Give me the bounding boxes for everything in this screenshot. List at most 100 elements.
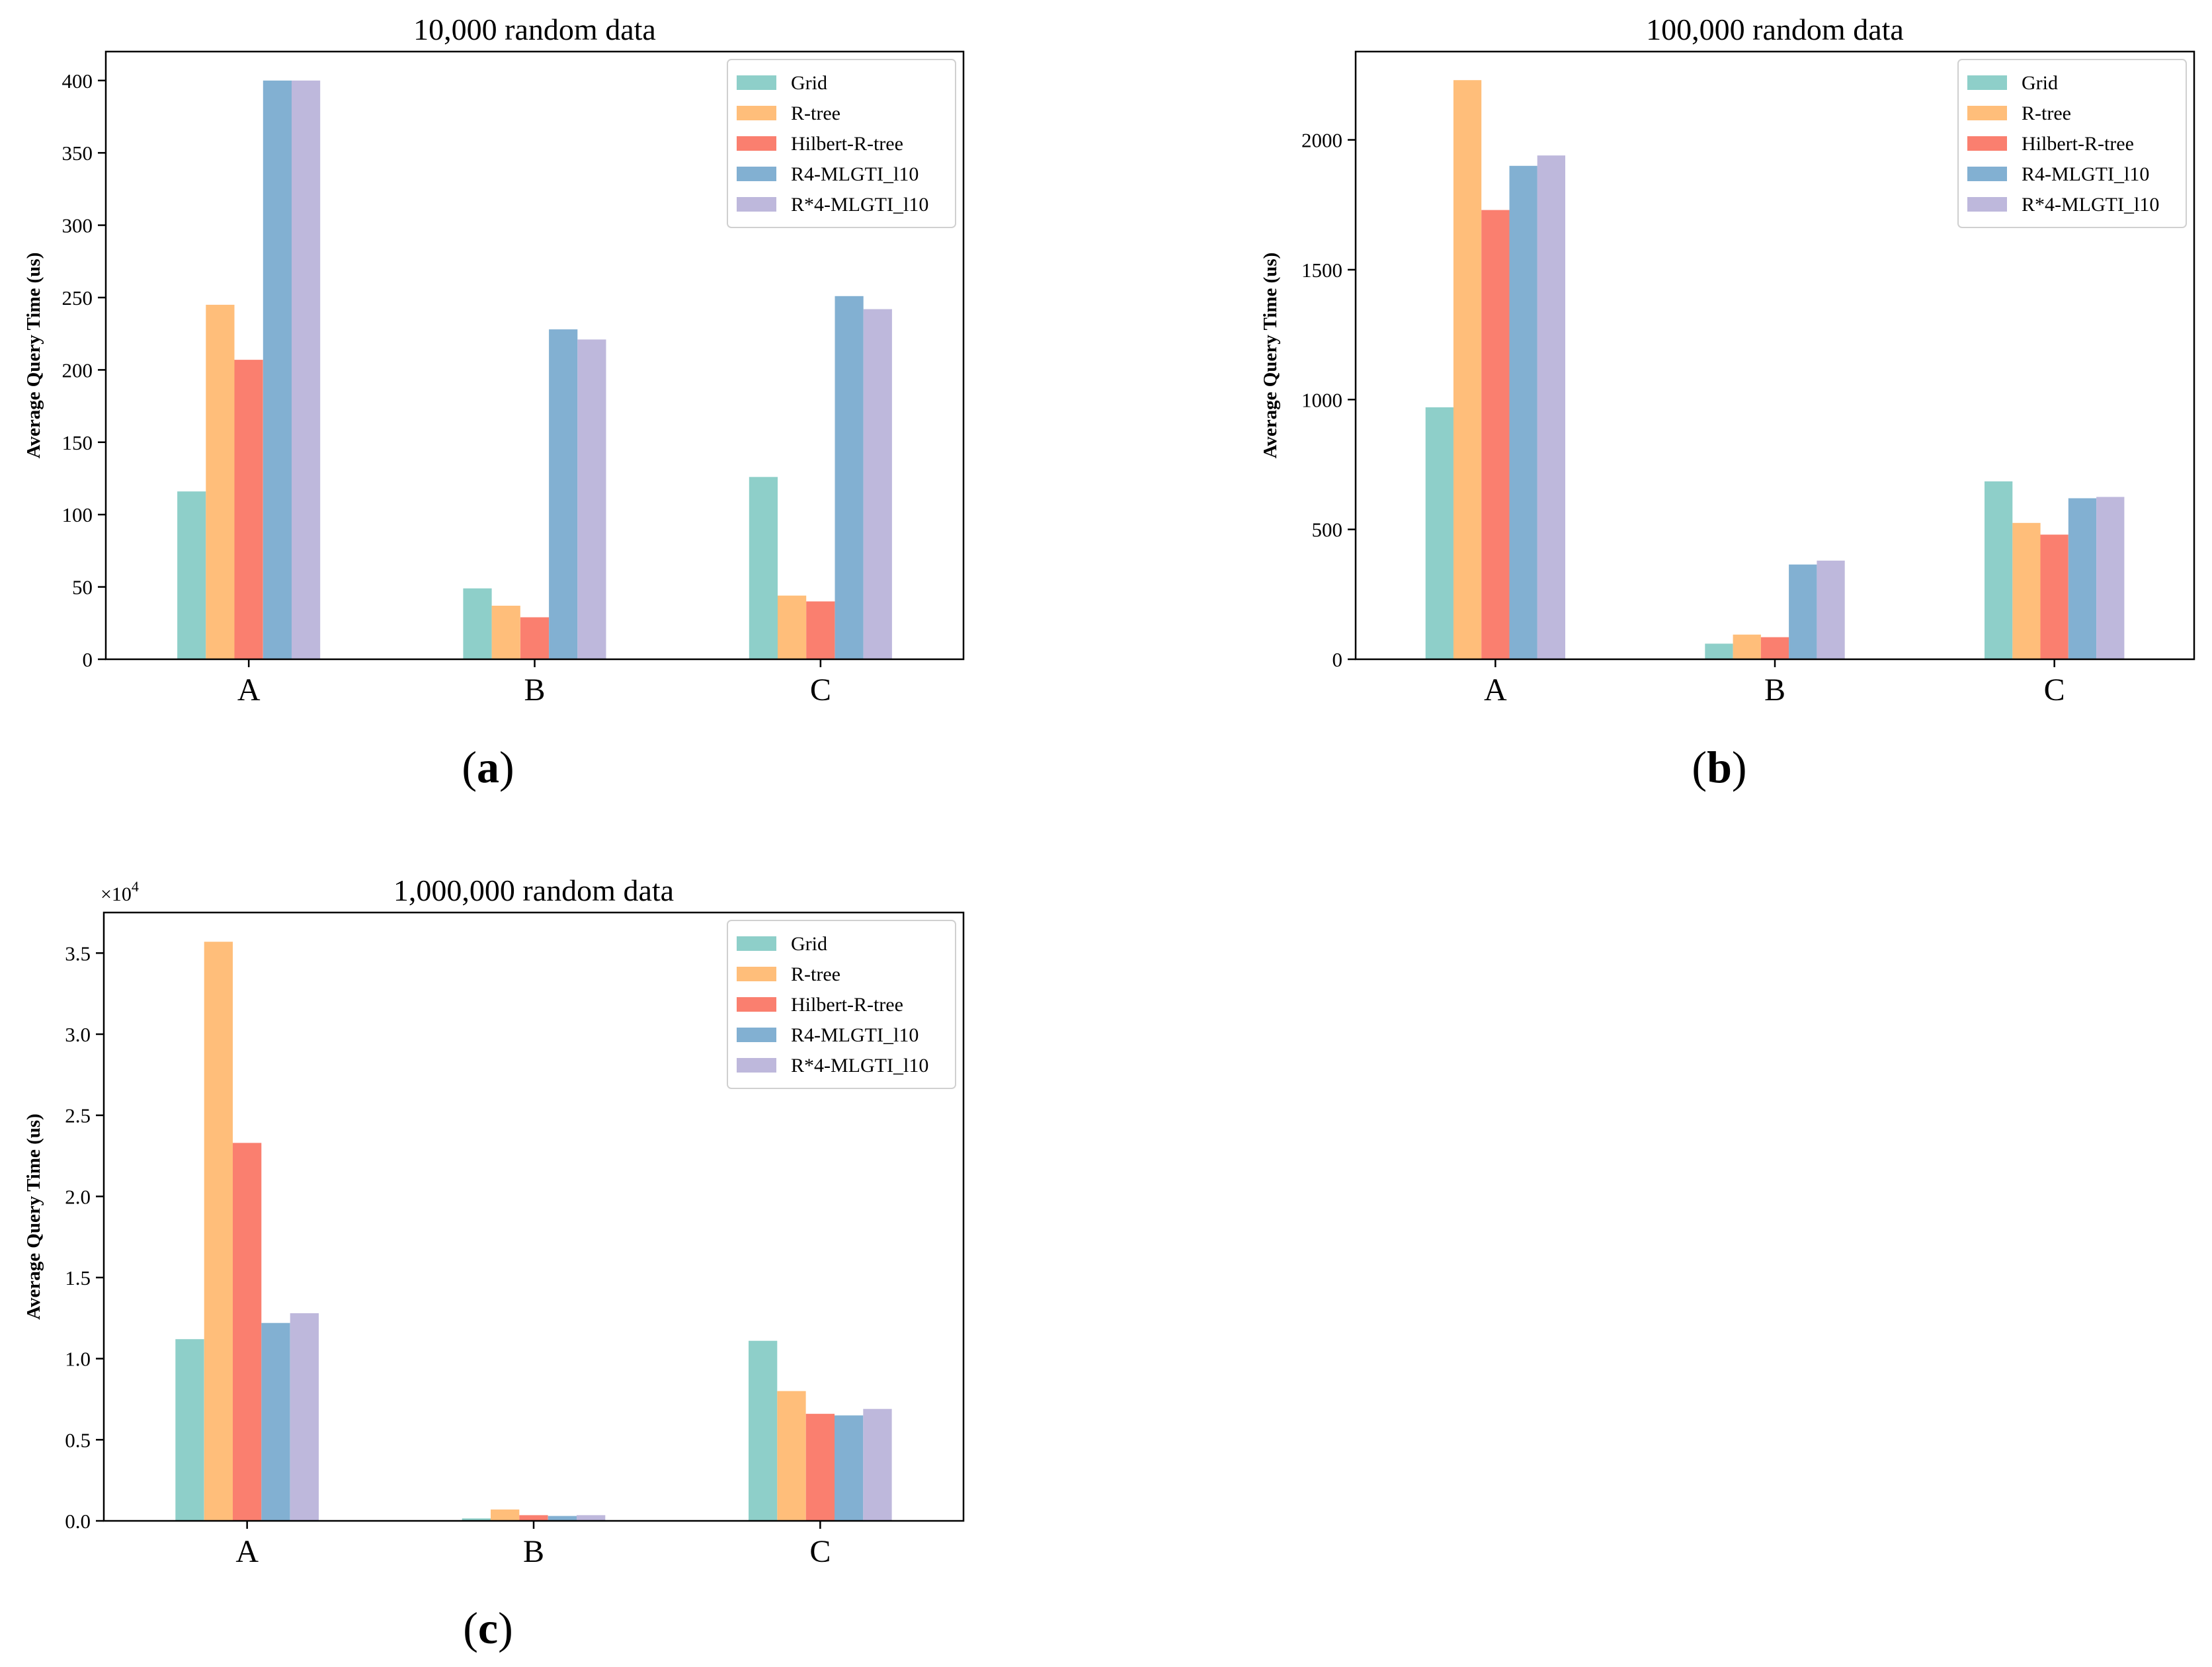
bar-r-tree-C bbox=[778, 595, 807, 659]
bar-r-tree-A bbox=[204, 942, 233, 1521]
y-tick-label: 350 bbox=[62, 142, 93, 165]
bar-hilbert-r-tree-B bbox=[1760, 637, 1789, 659]
bar-grid-B bbox=[463, 588, 492, 659]
bar-hilbert-r-tree-B bbox=[520, 617, 550, 659]
y-tick-label: 250 bbox=[62, 286, 93, 309]
legend-label: R-tree bbox=[791, 963, 840, 985]
bar-r-tree-A bbox=[206, 304, 235, 659]
legend-swatch bbox=[737, 75, 776, 90]
bar-r-4-mlgti-l10-A bbox=[292, 80, 321, 660]
y-tick-label: 2000 bbox=[1301, 129, 1342, 152]
bar-r4-mlgti-l10-C bbox=[2068, 498, 2097, 659]
legend-label: Hilbert-R-tree bbox=[2022, 133, 2134, 155]
legend-label: R4-MLGTI_l10 bbox=[791, 163, 919, 185]
bar-r4-mlgti-l10-B bbox=[549, 329, 578, 659]
legend-label: R*4-MLGTI_l10 bbox=[2022, 194, 2159, 216]
bar-r-tree-C bbox=[2012, 522, 2041, 659]
legend-swatch bbox=[737, 997, 776, 1012]
bar-r4-mlgti-l10-B bbox=[1789, 564, 1817, 659]
legend-swatch bbox=[737, 136, 776, 151]
x-tick-label: B bbox=[523, 1534, 544, 1569]
y-axis-label: Average Query Time (us) bbox=[23, 1114, 44, 1320]
legend-label: Grid bbox=[791, 72, 827, 94]
legend-swatch bbox=[1967, 136, 2007, 151]
legend-swatch bbox=[1967, 167, 2007, 181]
y-tick-label: 200 bbox=[62, 358, 93, 382]
bar-grid-B bbox=[1705, 643, 1733, 659]
bar-grid-A bbox=[1425, 407, 1454, 659]
bar-r4-mlgti-l10-C bbox=[835, 296, 864, 659]
y-tick-label: 1.0 bbox=[65, 1348, 91, 1371]
bar-r-4-mlgti-l10-B bbox=[577, 1515, 606, 1521]
x-tick-label: B bbox=[1764, 672, 1785, 708]
y-tick-label: 3.0 bbox=[65, 1023, 91, 1046]
x-tick-label: A bbox=[1484, 672, 1507, 708]
panel-label-c: (c) bbox=[463, 1603, 513, 1653]
x-tick-label: A bbox=[235, 1534, 259, 1569]
bar-r-4-mlgti-l10-C bbox=[863, 1408, 892, 1521]
y-tick-label: 2.5 bbox=[65, 1104, 91, 1127]
y-tick-label: 100 bbox=[62, 503, 93, 526]
bar-grid-B bbox=[462, 1518, 491, 1521]
legend-label: Hilbert-R-tree bbox=[791, 994, 903, 1016]
bar-r-tree-B bbox=[491, 606, 520, 659]
bar-hilbert-r-tree-C bbox=[2040, 534, 2069, 659]
y-tick-label: 0 bbox=[1332, 648, 1343, 671]
legend-label: Grid bbox=[2022, 72, 2058, 94]
y-tick-label: 50 bbox=[72, 576, 93, 599]
bar-grid-C bbox=[749, 1340, 778, 1521]
panel-label-b: (b) bbox=[1692, 742, 1746, 792]
legend-swatch bbox=[737, 197, 776, 212]
bar-hilbert-r-tree-A bbox=[234, 360, 263, 659]
bar-r-tree-B bbox=[1733, 634, 1761, 659]
bar-hilbert-r-tree-C bbox=[806, 601, 835, 659]
legend-box bbox=[727, 59, 956, 228]
legend-label: Grid bbox=[791, 933, 827, 955]
bar-hilbert-r-tree-A bbox=[1481, 210, 1510, 660]
legend-label: R4-MLGTI_l10 bbox=[791, 1024, 919, 1046]
legend-swatch bbox=[737, 1058, 776, 1073]
y-tick-label: 0 bbox=[83, 648, 93, 671]
legend-swatch bbox=[737, 936, 776, 951]
y-tick-label: 400 bbox=[62, 69, 93, 93]
axes-frame bbox=[104, 50, 965, 661]
bar-grid-C bbox=[1985, 481, 2013, 659]
bar-r-4-mlgti-l10-C bbox=[863, 309, 892, 659]
bar-grid-A bbox=[177, 491, 206, 659]
bar-r-4-mlgti-l10-A bbox=[290, 1313, 319, 1521]
legend-label: R-tree bbox=[2022, 102, 2071, 124]
y-tick-label: 0.5 bbox=[65, 1428, 91, 1451]
chart-title: 1,000,000 random data bbox=[393, 874, 674, 907]
axes-frame bbox=[1354, 50, 2195, 661]
y-tick-label: 1000 bbox=[1301, 388, 1342, 411]
bar-hilbert-r-tree-A bbox=[233, 1143, 262, 1521]
bar-r-4-mlgti-l10-A bbox=[1537, 155, 1565, 660]
offset-label: ×104 bbox=[101, 878, 139, 905]
y-tick-label: 300 bbox=[62, 214, 93, 237]
bar-r-4-mlgti-l10-C bbox=[2096, 497, 2125, 659]
bar-r4-mlgti-l10-A bbox=[261, 1322, 290, 1521]
legend-swatch bbox=[1967, 106, 2007, 120]
bar-r-4-mlgti-l10-B bbox=[577, 339, 606, 659]
chart-1m: 1,000,000 random data 0.0 0.5 1.0 1.5 2.0 2.5 3… bbox=[23, 874, 965, 1569]
legend-swatch bbox=[737, 967, 776, 981]
bar-hilbert-r-tree-C bbox=[805, 1414, 835, 1521]
chart-title: 10,000 random data bbox=[413, 13, 656, 46]
x-tick-label: A bbox=[237, 672, 261, 708]
x-tick-label: C bbox=[810, 672, 831, 708]
legend-swatch bbox=[737, 1028, 776, 1042]
bar-r-4-mlgti-l10-B bbox=[1817, 560, 1845, 659]
x-tick-label: C bbox=[809, 1534, 831, 1569]
legend-swatch bbox=[737, 167, 776, 181]
legend-box bbox=[1957, 59, 2187, 228]
chart-title: 100,000 random data bbox=[1646, 13, 1904, 46]
chart-100k: 100,000 random data 0 500 1000 1500 2000 A B C Av… bbox=[1260, 13, 2195, 708]
y-tick-label: 2.0 bbox=[65, 1185, 91, 1208]
bar-r-tree-A bbox=[1453, 80, 1482, 659]
y-axis-label: Average Query Time (us) bbox=[23, 253, 44, 459]
bar-hilbert-r-tree-B bbox=[519, 1515, 548, 1521]
y-tick-label: 1.5 bbox=[65, 1266, 91, 1289]
x-tick-label: B bbox=[524, 672, 545, 708]
legend-box bbox=[727, 920, 956, 1089]
